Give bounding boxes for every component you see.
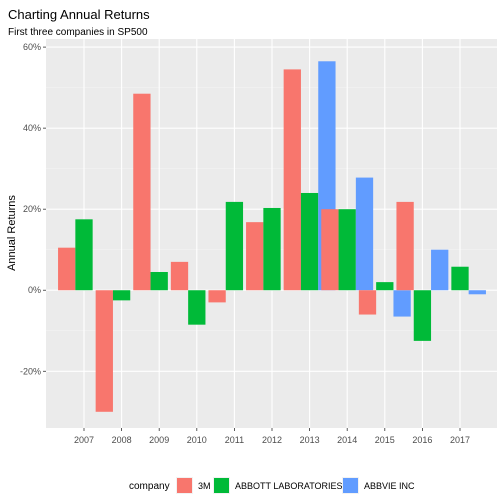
legend-label: ABBOTT LABORATORIES	[235, 481, 343, 491]
x-tick-label: 2015	[375, 435, 395, 445]
y-tick-label: 40%	[23, 123, 41, 133]
bar-abbott-laboratories-2007	[75, 219, 93, 291]
legend-label: 3M	[198, 481, 211, 491]
y-tick-label: -20%	[20, 366, 41, 376]
bar-abbott-laboratories-2012	[263, 207, 281, 291]
bar-abbvie-inc-2017	[468, 290, 486, 295]
bar-abbott-laboratories-2010	[188, 290, 206, 325]
bar-3m-2007	[58, 247, 76, 291]
y-tick-label: 0%	[28, 285, 41, 295]
x-tick-label: 2016	[412, 435, 432, 445]
x-tick-label: 2012	[262, 435, 282, 445]
bar-3m-2013	[283, 69, 301, 291]
x-tick-label: 2008	[112, 435, 132, 445]
legend-key-abbvie-inc	[343, 478, 358, 493]
legend: company 3M ABBOTT LABORATORIES ABBVIE INC	[129, 477, 415, 494]
bar-3m-2010	[170, 261, 189, 291]
bar-abbott-laboratories-2011	[225, 201, 244, 291]
bar-abbott-laboratories-2017	[451, 266, 469, 291]
bar-abbott-laboratories-2016	[413, 290, 432, 341]
bar-3m-2011	[208, 290, 226, 303]
legend-label: ABBVIE INC	[364, 481, 415, 491]
bar-abbvie-inc-2016	[431, 249, 449, 291]
bar-abbott-laboratories-2014	[338, 209, 356, 291]
bar-layer	[58, 61, 486, 412]
chart-title: Charting Annual Returns	[8, 7, 150, 22]
y-tick-label: 60%	[23, 42, 41, 52]
y-axis-label: Annual Returns	[6, 195, 18, 271]
x-tick-label: 2010	[187, 435, 207, 445]
x-tick-label: 2011	[225, 435, 244, 445]
x-tick-label: 2009	[149, 435, 169, 445]
bar-3m-2016	[396, 201, 414, 291]
x-tick-label: 2007	[74, 435, 94, 445]
bar-3m-2009	[133, 93, 151, 291]
x-tick-label: 2014	[337, 435, 357, 445]
bar-abbott-laboratories-2015	[376, 282, 394, 291]
bar-3m-2014	[321, 209, 339, 291]
y-tick-label: 20%	[23, 204, 41, 214]
bar-3m-2015	[358, 290, 377, 315]
legend-title: company	[129, 481, 170, 492]
x-tick-label: 2017	[450, 435, 470, 445]
chart-subtitle: First three companies in SP500	[8, 27, 148, 38]
bar-abbott-laboratories-2009	[150, 271, 168, 291]
legend-key-abbott-laboratories	[214, 478, 229, 493]
legend-key-3m	[177, 478, 192, 493]
bar-abbott-laboratories-2008	[112, 290, 131, 301]
bar-3m-2012	[246, 222, 264, 291]
bar-abbvie-inc-2014	[355, 177, 374, 291]
tick-layer: -20% 0% 20% 40% 60% 2007 2008 2009 2010 2011 2012 2…	[20, 42, 470, 445]
bar-abbvie-inc-2015	[393, 290, 411, 317]
bar-abbott-laboratories-2013	[300, 192, 319, 291]
bar-3m-2008	[95, 290, 113, 412]
x-tick-label: 2013	[300, 435, 320, 445]
